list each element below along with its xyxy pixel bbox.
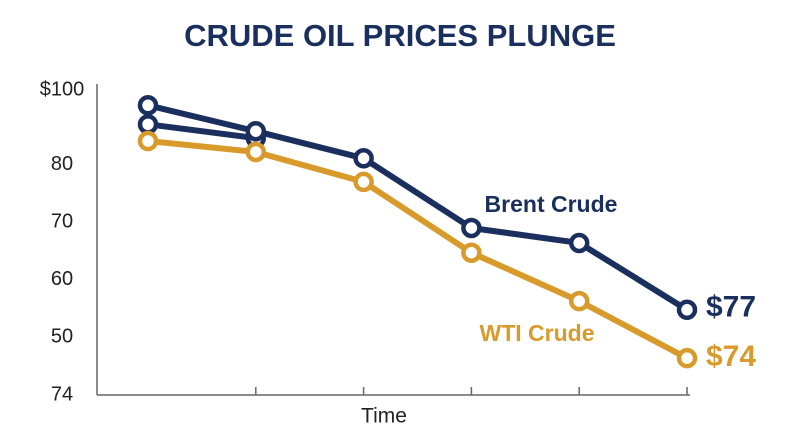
point-marker [245,141,267,163]
point-marker [568,290,590,312]
y-tick-label: 80 [51,153,73,175]
point-marker [676,299,698,321]
x-axis-label: Time [361,405,407,428]
y-axis-top-label: $100 [40,78,85,100]
point-marker [137,130,159,152]
chart-title: CRUDE OIL PRICES PLUNGE [184,18,616,53]
series-line [147,121,257,142]
series-line [147,138,689,361]
y-tick-label: 50 [51,326,73,348]
y-tick-label: 70 [51,211,73,233]
point-marker [461,217,482,239]
point-marker [137,114,159,135]
point-marker [137,95,159,116]
point-marker [353,148,374,169]
y-axis-bottom-label: 74 [51,383,73,405]
end-label: $74 [706,340,756,373]
point-marker [568,232,590,254]
end-label: $77 [706,291,756,324]
series-label: Brent Crude [485,191,618,217]
series-line [147,102,689,313]
point-marker [461,242,482,263]
point-marker [676,347,698,369]
series-label: WTI Crude [480,320,595,346]
point-marker [245,120,267,142]
y-tick-label: 60 [51,268,73,290]
point-marker [353,171,374,193]
